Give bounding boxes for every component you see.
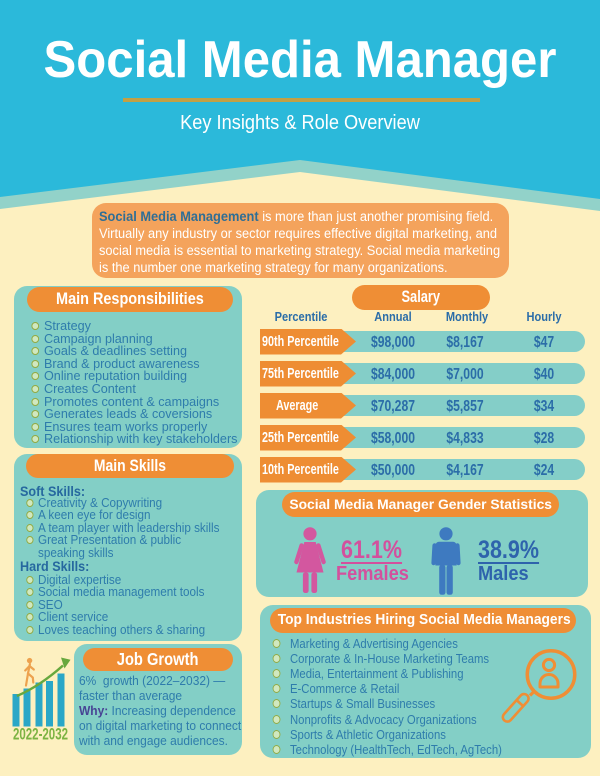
svg-text:2022-2032: 2022-2032 <box>13 726 68 744</box>
